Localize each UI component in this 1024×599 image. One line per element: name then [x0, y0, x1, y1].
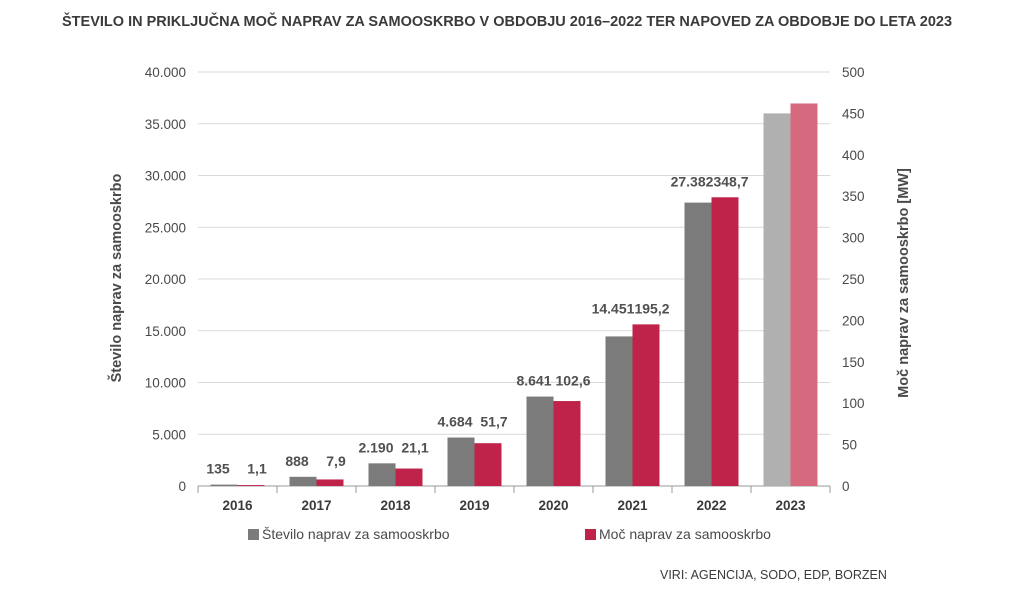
- y-left-tick-label: 35.000: [145, 117, 186, 132]
- y-right-tick-label: 150: [842, 355, 865, 370]
- y-right-tick-label: 250: [842, 272, 865, 287]
- x-tick-label: 2018: [380, 498, 411, 513]
- data-label-power: 21,1: [401, 439, 428, 455]
- y-right-tick-label: 100: [842, 396, 865, 411]
- y-right-tick-label: 450: [842, 106, 865, 121]
- data-label-count: 2.190: [358, 439, 393, 455]
- bar-count-2021: [605, 336, 633, 486]
- y-left-tick-label: 15.000: [145, 324, 186, 339]
- bar-power-2022: [711, 197, 739, 486]
- y-right-tick-label: 400: [842, 148, 865, 163]
- bar-power-2018: [395, 468, 423, 486]
- y-right-tick-label: 50: [842, 438, 857, 453]
- x-tick-label: 2022: [696, 498, 726, 513]
- y-right-tick-label: 300: [842, 231, 865, 246]
- bar-power-2016: [237, 485, 265, 486]
- bar-power-2021: [632, 324, 660, 486]
- data-label-count: 27.382: [671, 173, 714, 189]
- bar-power-2023: [790, 103, 818, 487]
- bar-count-2020: [526, 396, 554, 486]
- y-left-tick-label: 25.000: [145, 220, 186, 235]
- y-left-tick-label: 0: [178, 479, 186, 494]
- data-label-power: 102,6: [555, 373, 590, 389]
- data-label-count: 135: [206, 461, 230, 477]
- data-label-power: 195,2: [634, 300, 669, 316]
- chart-title: ŠTEVILO IN PRIKLJUČNA MOČ NAPRAV ZA SAMO…: [62, 14, 953, 30]
- x-tick-label: 2020: [538, 498, 568, 513]
- y-right-axis-title: Moč naprav za samooskrbo [MW]: [896, 168, 912, 398]
- x-tick-label: 2019: [459, 498, 489, 513]
- source-note: VIRI: AGENCIJA, SODO, EDP, BORZEN: [660, 568, 887, 582]
- x-tick-label: 2016: [222, 498, 253, 513]
- y-left-tick-label: 10.000: [145, 376, 186, 391]
- y-left-tick-label: 20.000: [145, 272, 186, 287]
- y-right-tick-label: 500: [842, 65, 865, 80]
- data-label-power: 7,9: [326, 453, 346, 469]
- data-label-power: 51,7: [480, 414, 507, 430]
- x-tick-label: 2017: [301, 498, 331, 513]
- bar-count-2019: [447, 437, 475, 486]
- y-left-axis-title: Število naprav za samooskrbo: [107, 174, 125, 383]
- data-label-power: 1,1: [247, 461, 267, 477]
- y-left-tick-label: 5.000: [152, 427, 186, 442]
- y-right-tick-label: 0: [842, 479, 850, 494]
- y-left-tick-label: 40.000: [145, 65, 186, 80]
- bar-count-2023: [763, 113, 791, 487]
- bar-count-2022: [684, 202, 712, 486]
- legend-swatch-power: [585, 529, 596, 540]
- bar-power-2020: [553, 401, 581, 486]
- data-label-count: 4.684: [437, 414, 472, 430]
- data-label-count: 8.641: [516, 373, 551, 389]
- bar-count-2018: [368, 463, 396, 486]
- bar-power-2017: [316, 479, 344, 486]
- legend-swatch-count: [248, 529, 259, 540]
- bar-count-2017: [289, 476, 317, 486]
- y-left-tick-label: 30.000: [145, 169, 186, 184]
- y-right-tick-label: 350: [842, 189, 865, 204]
- legend-label-power: Moč naprav za samooskrbo: [599, 526, 771, 542]
- x-tick-label: 2021: [617, 498, 648, 513]
- y-right-tick-label: 200: [842, 313, 865, 328]
- x-tick-label: 2023: [775, 498, 806, 513]
- data-label-power: 348,7: [713, 173, 748, 189]
- bar-count-2016: [210, 484, 238, 486]
- data-label-count: 14.451: [592, 300, 635, 316]
- bar-power-2019: [474, 443, 502, 486]
- data-label-count: 888: [285, 453, 309, 469]
- legend-label-count: Število naprav za samooskrbo: [262, 526, 450, 542]
